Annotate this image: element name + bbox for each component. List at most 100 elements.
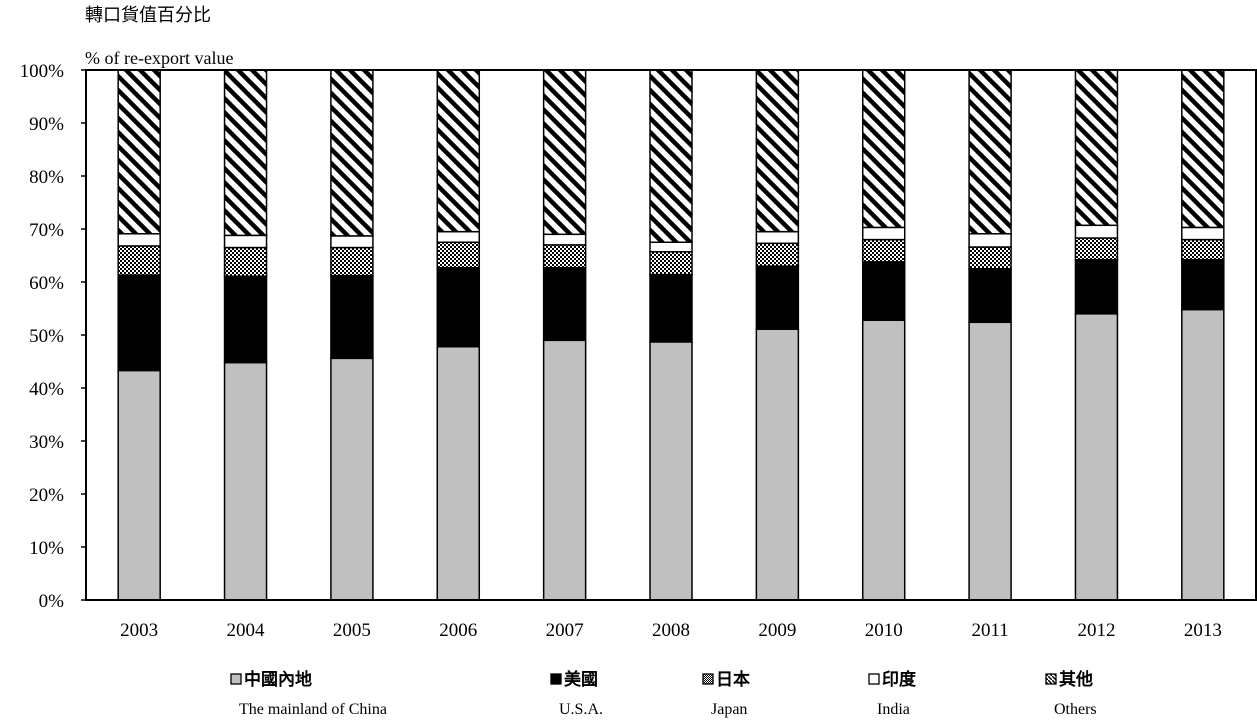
bar-segment-others (542, 69, 587, 236)
bar-segment-india (861, 226, 906, 241)
bar-segment-the-mainland-of-china (1074, 313, 1119, 601)
bar-segment-others (968, 69, 1012, 235)
x-tick-label: 2008 (652, 620, 690, 641)
bar-segment-japan (330, 246, 374, 277)
legend: 中國內地 The mainland of China 美國 U.S.A. 日本 Japan… (230, 669, 1097, 718)
x-tick-label: 2011 (971, 620, 1008, 641)
y-axis-title-english: % of re-export value (85, 48, 233, 68)
legend-label-english: Japan (711, 701, 747, 718)
y-tick-label: 100% (20, 61, 65, 82)
legend-label-chinese: 印度 (882, 669, 917, 690)
legend-label-chinese: 其他 (1059, 669, 1093, 690)
x-axis-tick-labels: 2003 2004 2005 2006 2007 2008 2009 2010 2011 2012… (120, 620, 1222, 641)
legend-item: 美國 U.S.A. (550, 669, 603, 718)
bar-segment-others (223, 69, 268, 237)
x-tick-label: 2010 (865, 620, 903, 641)
bar-segment-the-mainland-of-china (861, 319, 906, 601)
bar-segment-u-s-a- (1074, 258, 1119, 315)
x-tick-label: 2005 (333, 620, 371, 641)
legend-item: 印度 India (868, 669, 917, 718)
bar-segment-others (117, 69, 161, 235)
bar-segment-india (542, 233, 587, 246)
legend-swatch (868, 673, 880, 685)
legend-swatch (550, 673, 562, 685)
legend-item: 中國內地 The mainland of China (230, 669, 387, 718)
bar-segment-the-mainland-of-china (436, 345, 481, 601)
y-tick-label: 70% (29, 220, 64, 241)
bar-segment-japan (755, 242, 800, 267)
bar-segment-japan (542, 244, 587, 269)
legend-label-english: Others (1054, 701, 1097, 718)
bar-segment-india (117, 233, 161, 247)
bar-segment-u-s-a- (861, 261, 906, 321)
bar-segment-u-s-a- (436, 266, 481, 348)
bar-segment-others (861, 69, 906, 229)
legend-swatch (230, 673, 242, 685)
bar-segment-the-mainland-of-china (330, 357, 374, 601)
x-tick-label: 2003 (120, 620, 158, 641)
bar-segment-india (1181, 226, 1225, 241)
x-tick-label: 2004 (227, 620, 266, 641)
bar-segment-the-mainland-of-china (223, 361, 268, 601)
bar-segment-japan (968, 246, 1012, 270)
bar-segment-the-mainland-of-china (1181, 308, 1225, 601)
legend-label-chinese: 中國內地 (244, 669, 312, 690)
x-tick-label: 2009 (758, 620, 796, 641)
bar-segment-others (755, 69, 800, 233)
x-tick-label: 2012 (1077, 620, 1115, 641)
bar-segment-india (968, 233, 1012, 248)
y-tick-label: 50% (29, 326, 64, 347)
bar-segment-japan (1074, 237, 1119, 261)
bar-segment-others (330, 69, 374, 237)
y-axis-title-chinese: 轉口貨值百分比 (85, 5, 211, 26)
bar-segment-india (330, 235, 374, 249)
bar-segment-japan (1181, 238, 1225, 261)
legend-item: 其他 Others (1045, 669, 1097, 718)
legend-label-english: The mainland of China (239, 701, 387, 718)
y-tick-label: 10% (29, 538, 64, 559)
bar-segment-others (436, 69, 481, 233)
bar-segment-japan (117, 245, 161, 276)
legend-label-english: India (877, 701, 910, 718)
bar-segment-japan (223, 246, 268, 277)
legend-swatch (702, 673, 714, 685)
bar-segment-others (649, 69, 693, 243)
bar-segment-japan (436, 241, 481, 269)
x-tick-label: 2006 (439, 620, 477, 641)
bar-segment-others (1074, 69, 1119, 227)
bar-segment-others (1181, 69, 1225, 229)
bar-segment-u-s-a- (117, 274, 161, 372)
bars-group (117, 69, 1225, 601)
bar-segment-u-s-a- (1181, 258, 1225, 311)
bar-segment-india (436, 230, 481, 243)
bar-segment-u-s-a- (755, 265, 800, 330)
y-tick-label: 60% (29, 273, 64, 294)
y-tick-label: 40% (29, 379, 64, 400)
bar-segment-u-s-a- (649, 273, 693, 343)
bar-segment-india (755, 230, 800, 245)
bar-segment-u-s-a- (968, 268, 1012, 324)
bar-segment-the-mainland-of-china (542, 339, 587, 601)
bar-segment-the-mainland-of-china (755, 328, 800, 601)
y-tick-label: 0% (39, 591, 65, 612)
legend-item: 日本 Japan (702, 669, 750, 718)
bar-segment-japan (861, 238, 906, 263)
y-tick-label: 20% (29, 485, 64, 506)
bar-segment-the-mainland-of-china (117, 369, 161, 601)
legend-swatch (1045, 673, 1057, 685)
bar-segment-india (223, 234, 268, 249)
bar-segment-india (1074, 224, 1119, 239)
bar-segment-india (649, 241, 693, 253)
x-tick-label: 2007 (546, 620, 584, 641)
plot-frame (85, 69, 1257, 601)
bar-segment-u-s-a- (542, 266, 587, 342)
bar-segment-u-s-a- (330, 274, 374, 360)
x-tick-label: 2013 (1184, 620, 1222, 641)
y-axis-tick-labels: 0% 10% 20% 30% 40% 50% 60% 70% 80% 90% 100% (20, 61, 86, 612)
bar-segment-the-mainland-of-china (649, 341, 693, 601)
y-tick-label: 90% (29, 114, 64, 135)
bar-segment-japan (649, 251, 693, 276)
legend-label-chinese: 美國 (564, 669, 598, 690)
y-tick-label: 80% (29, 167, 64, 188)
